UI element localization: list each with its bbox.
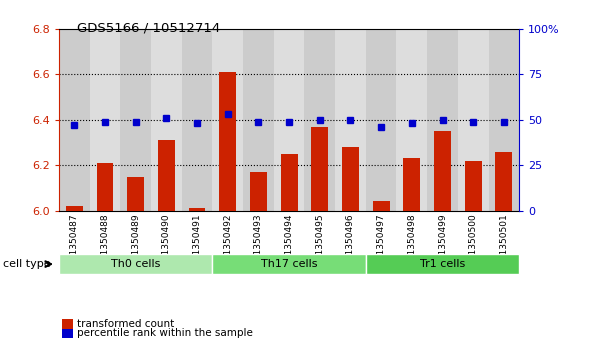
Text: Th17 cells: Th17 cells xyxy=(261,259,317,269)
Bar xyxy=(312,127,328,211)
Bar xyxy=(151,29,182,211)
Bar xyxy=(274,29,304,211)
Bar xyxy=(59,29,90,211)
Bar xyxy=(427,29,458,211)
Bar xyxy=(489,29,519,211)
Bar xyxy=(250,172,267,211)
Bar xyxy=(219,72,236,211)
Text: cell type: cell type xyxy=(3,259,51,269)
Text: GDS5166 / 10512714: GDS5166 / 10512714 xyxy=(77,22,220,35)
Bar xyxy=(335,29,366,211)
Bar xyxy=(396,29,427,211)
Bar xyxy=(458,29,489,211)
Text: percentile rank within the sample: percentile rank within the sample xyxy=(77,328,253,338)
Bar xyxy=(127,176,144,211)
Bar xyxy=(496,152,512,211)
Text: Th0 cells: Th0 cells xyxy=(111,259,160,269)
Bar xyxy=(304,29,335,211)
Bar xyxy=(366,29,396,211)
Bar xyxy=(465,160,481,211)
Bar xyxy=(189,208,205,211)
Bar xyxy=(434,131,451,211)
Bar xyxy=(342,147,359,211)
Text: transformed count: transformed count xyxy=(77,319,174,329)
Bar xyxy=(90,29,120,211)
Bar xyxy=(243,29,274,211)
Bar xyxy=(212,29,243,211)
Bar xyxy=(404,158,420,211)
Bar xyxy=(97,163,113,211)
Text: Tr1 cells: Tr1 cells xyxy=(420,259,465,269)
Bar xyxy=(281,154,297,211)
Bar xyxy=(66,206,83,211)
Bar xyxy=(158,140,175,211)
Bar xyxy=(373,201,389,211)
Bar xyxy=(182,29,212,211)
Bar xyxy=(120,29,151,211)
